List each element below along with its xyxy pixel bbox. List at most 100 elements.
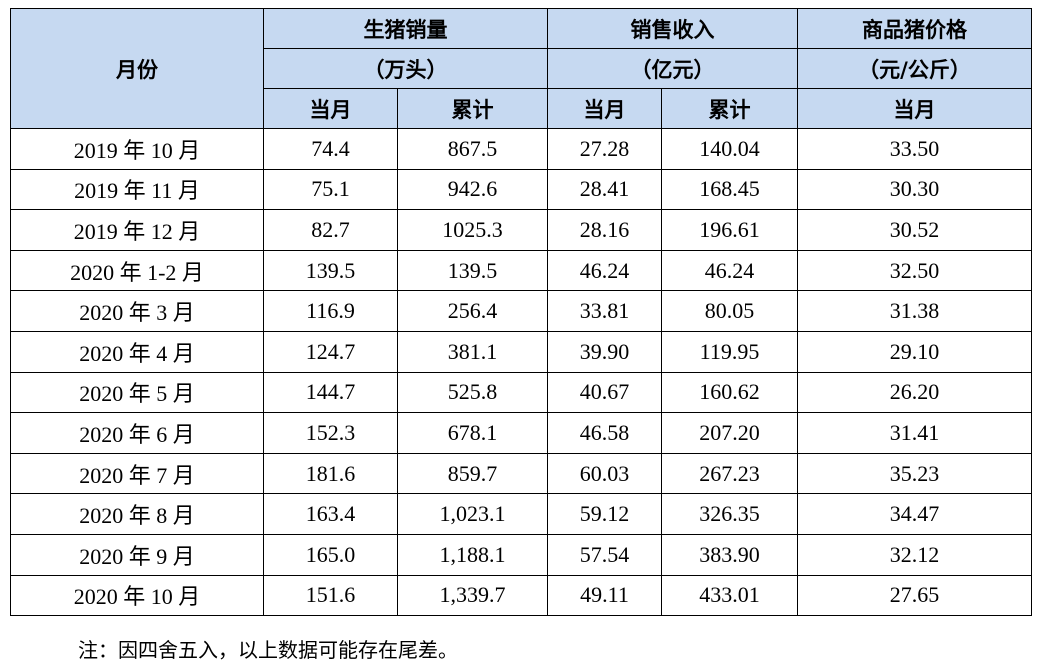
month-cell: 2020 年 6 月: [10, 412, 264, 454]
value-cell: 256.4: [397, 290, 548, 332]
table-row: 2019 年 11 月 75.1 942.6 28.41 168.45 30.30: [10, 168, 1032, 211]
value-cell: 29.10: [797, 330, 1032, 373]
value-cell: 116.9: [263, 290, 398, 332]
table-row: 2020 年 7 月 181.6 859.7 60.03 267.23 35.23: [10, 452, 1032, 495]
value-cell: 57.54: [547, 533, 662, 576]
value-cell: 39.90: [547, 330, 662, 373]
value-cell: 46.58: [547, 412, 662, 454]
value-cell: 60.03: [547, 452, 662, 495]
value-cell: 168.45: [661, 168, 798, 211]
value-cell: 140.04: [661, 128, 798, 170]
sub-header: 当月: [797, 88, 1032, 129]
value-cell: 30.30: [797, 168, 1032, 211]
value-cell: 46.24: [661, 249, 798, 292]
value-cell: 207.20: [661, 412, 798, 454]
value-cell: 28.41: [547, 168, 662, 211]
value-cell: 139.5: [397, 249, 548, 292]
value-cell: 40.67: [547, 371, 662, 414]
month-cell: 2019 年 12 月: [10, 209, 264, 251]
value-cell: 942.6: [397, 168, 548, 211]
value-cell: 859.7: [397, 452, 548, 495]
header-row: 月份 生猪销量 销售收入 商品猪价格: [10, 8, 1032, 129]
value-cell: 383.90: [661, 533, 798, 576]
value-cell: 267.23: [661, 452, 798, 495]
month-cell: 2020 年 10 月: [10, 574, 264, 617]
data-table: 月份 生猪销量 销售收入 商品猪价格 （万头） （亿元） （元/公斤） 当月 累计 当月 累计 当月 …: [10, 8, 1032, 617]
header-row: 当月 累计 当月 累计 当月: [11, 88, 1032, 129]
table-header: 月份 生猪销量 销售收入 商品猪价格 （万头） （亿元） （元/公斤） 当月 累计 当月 累计 当月: [10, 8, 1032, 129]
group-title: 生猪销量: [263, 8, 548, 49]
sub-header: 累计: [397, 88, 548, 129]
value-cell: 30.52: [797, 209, 1032, 251]
table-row: 2020 年 10 月 151.6 1,339.7 49.11 433.01 27.65: [10, 574, 1032, 617]
table-row: 2020 年 8 月 163.4 1,023.1 59.12 326.35 34.47: [10, 493, 1032, 535]
value-cell: 82.7: [263, 209, 398, 251]
value-cell: 31.38: [797, 290, 1032, 332]
group-unit: （亿元）: [547, 48, 798, 89]
table-row: 2020 年 5 月 144.7 525.8 40.67 160.62 26.20: [10, 371, 1032, 414]
value-cell: 74.4: [263, 128, 398, 170]
table-row: 2019 年 10 月 74.4 867.5 27.28 140.04 33.50: [10, 128, 1032, 170]
value-cell: 27.28: [547, 128, 662, 170]
value-cell: 33.81: [547, 290, 662, 332]
value-cell: 49.11: [547, 574, 662, 617]
table-row: 2019 年 12 月 82.7 1025.3 28.16 196.61 30.52: [10, 209, 1032, 251]
month-cell: 2020 年 4 月: [10, 330, 264, 373]
value-cell: 160.62: [661, 371, 798, 414]
value-cell: 525.8: [397, 371, 548, 414]
value-cell: 1,023.1: [397, 493, 548, 535]
group-unit: （元/公斤）: [797, 48, 1032, 89]
header-cell: 月份: [10, 8, 264, 129]
value-cell: 163.4: [263, 493, 398, 535]
value-cell: 381.1: [397, 330, 548, 373]
value-cell: 124.7: [263, 330, 398, 373]
group-title: 销售收入: [547, 8, 798, 49]
sub-header: 累计: [661, 88, 798, 129]
value-cell: 1,188.1: [397, 533, 548, 576]
value-cell: 433.01: [661, 574, 798, 617]
month-cell: 2020 年 5 月: [10, 371, 264, 414]
value-cell: 32.50: [797, 249, 1032, 292]
value-cell: 59.12: [547, 493, 662, 535]
value-cell: 181.6: [263, 452, 398, 495]
month-cell: 2020 年 9 月: [10, 533, 264, 576]
group-title: 商品猪价格: [797, 8, 1032, 49]
table-row: 2020 年 1-2 月 139.5 139.5 46.24 46.24 32.50: [10, 249, 1032, 292]
value-cell: 26.20: [797, 371, 1032, 414]
value-cell: 196.61: [661, 209, 798, 251]
month-cell: 2019 年 10 月: [10, 128, 264, 170]
table-body: 2019 年 10 月 74.4 867.5 27.28 140.04 33.50 2019…: [10, 128, 1032, 617]
value-cell: 144.7: [263, 371, 398, 414]
group-unit: （万头）: [263, 48, 548, 89]
month-cell: 2020 年 3 月: [10, 290, 264, 332]
value-cell: 1025.3: [397, 209, 548, 251]
table-row: 2020 年 4 月 124.7 381.1 39.90 119.95 29.10: [10, 330, 1032, 373]
month-cell: 2019 年 11 月: [10, 168, 264, 211]
month-cell: 2020 年 7 月: [10, 452, 264, 495]
sub-header: 当月: [547, 88, 662, 129]
sub-header: 当月: [263, 88, 398, 129]
value-cell: 33.50: [797, 128, 1032, 170]
value-cell: 34.47: [797, 493, 1032, 535]
value-cell: 867.5: [397, 128, 548, 170]
value-cell: 35.23: [797, 452, 1032, 495]
header-row: （万头） （亿元） （元/公斤）: [11, 48, 1032, 89]
value-cell: 152.3: [263, 412, 398, 454]
table-row: 2020 年 3 月 116.9 256.4 33.81 80.05 31.38: [10, 290, 1032, 332]
value-cell: 119.95: [661, 330, 798, 373]
value-cell: 1,339.7: [397, 574, 548, 617]
value-cell: 678.1: [397, 412, 548, 454]
value-cell: 75.1: [263, 168, 398, 211]
value-cell: 165.0: [263, 533, 398, 576]
value-cell: 46.24: [547, 249, 662, 292]
footnote: 注：因四舍五入，以上数据可能存在尾差。: [78, 640, 458, 662]
table-row: 2020 年 6 月 152.3 678.1 46.58 207.20 31.41: [10, 412, 1032, 454]
month-cell: 2020 年 1-2 月: [10, 249, 264, 292]
month-cell: 2020 年 8 月: [10, 493, 264, 535]
value-cell: 326.35: [661, 493, 798, 535]
value-cell: 139.5: [263, 249, 398, 292]
value-cell: 28.16: [547, 209, 662, 251]
value-cell: 27.65: [797, 574, 1032, 617]
table-row: 2020 年 9 月 165.0 1,188.1 57.54 383.90 32.12: [10, 533, 1032, 576]
